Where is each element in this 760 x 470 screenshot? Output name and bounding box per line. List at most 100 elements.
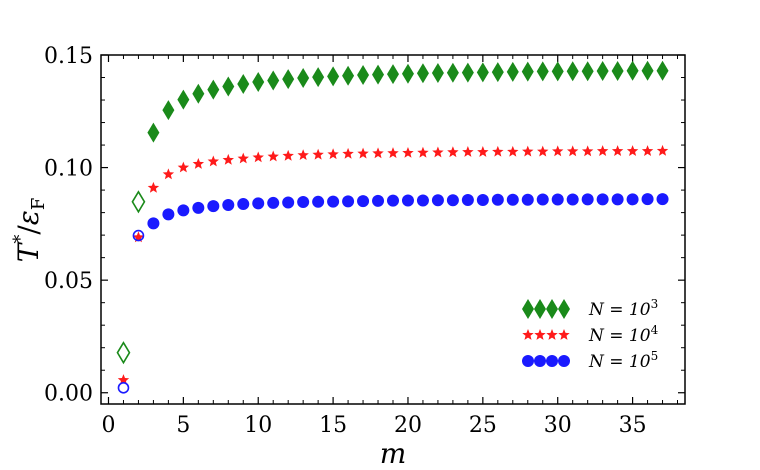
circle-point (401, 194, 414, 207)
legend-marker-star (534, 329, 546, 340)
circle-point-open (117, 381, 130, 394)
star-point (282, 149, 294, 161)
circle-point (267, 196, 280, 209)
diamond-point-open (131, 190, 146, 214)
x-tick-label: 35 (619, 413, 647, 438)
star-point (132, 231, 145, 243)
diamond-point (297, 67, 310, 88)
star-point (581, 145, 594, 157)
star-point (267, 150, 279, 162)
legend-marker-diamond (534, 299, 546, 319)
legend-label: N = 104 (588, 323, 659, 346)
circle-point (147, 217, 160, 230)
star-point (492, 145, 504, 157)
diamond-point (641, 60, 654, 81)
circle-point (207, 200, 220, 213)
circle-point (581, 193, 594, 206)
diamond-point (192, 83, 205, 104)
x-tick-label: 5 (176, 413, 190, 438)
diamond-point (252, 72, 265, 93)
x-tick-label: 10 (244, 413, 272, 438)
x-tick-label: 15 (319, 413, 347, 438)
diamond-point (461, 62, 474, 83)
circle-point (252, 197, 265, 210)
star-point (626, 145, 639, 156)
circle-point (372, 194, 385, 207)
x-tick-label: 30 (544, 413, 572, 438)
diamond-point (342, 65, 355, 86)
diamond-point (237, 74, 250, 95)
y-tick-label: 0.15 (44, 44, 93, 69)
star-point (641, 145, 654, 156)
diamond-point (177, 89, 190, 110)
diamond-point (551, 61, 564, 82)
star-point (611, 145, 624, 156)
diamond-point (566, 61, 579, 82)
circle-point (656, 193, 669, 206)
diamond-point (327, 66, 340, 87)
circle-point (536, 193, 549, 206)
star-point (162, 168, 175, 180)
y-axis-label: T*/εF (10, 198, 49, 263)
y-tick-label: 0.10 (44, 157, 93, 182)
star-point (522, 145, 534, 157)
diamond-point (596, 60, 609, 81)
star-point (552, 145, 564, 157)
legend-marker-star (546, 329, 558, 340)
circle-point (177, 204, 190, 217)
diamond-point (267, 70, 280, 91)
diamond-point (431, 63, 444, 84)
star-point (462, 146, 474, 157)
circle-point (491, 193, 504, 206)
legend-marker-star (522, 329, 534, 340)
circle-point (162, 208, 175, 221)
star-point (417, 146, 429, 158)
star-point (327, 148, 339, 160)
star-point (207, 155, 220, 167)
diamond-point (611, 60, 624, 81)
star-point (656, 144, 669, 156)
diamond-point (626, 60, 639, 81)
x-tick-label: 25 (469, 413, 497, 438)
legend-marker-diamond (546, 299, 558, 319)
diamond-point (521, 61, 534, 82)
circle-point (611, 193, 624, 206)
legend-marker-circle (522, 355, 534, 367)
star-point (237, 152, 249, 164)
star-point (177, 161, 190, 173)
diamond-point (222, 76, 235, 97)
x-tick-label: 20 (394, 413, 422, 438)
diamond-point (401, 63, 414, 84)
legend-marker-diamond (558, 299, 570, 319)
star-point (537, 145, 549, 157)
circle-point (566, 193, 579, 206)
diamond-point-open (116, 341, 131, 365)
circle-point (476, 194, 489, 207)
circle-point (461, 194, 474, 207)
circle-point (431, 194, 444, 207)
circle-point (237, 198, 250, 211)
star-point (596, 145, 609, 156)
star-point (432, 146, 444, 158)
legend: N = 103 N = 104 N = 105 (522, 297, 659, 372)
star-point (297, 149, 309, 161)
star-point (222, 153, 234, 165)
circle-point (551, 193, 564, 206)
diamond-point (357, 65, 370, 86)
data-marks (116, 60, 669, 394)
diamond-point (162, 100, 175, 121)
diamond-point (581, 61, 594, 82)
axis-ticks: 0 5 10 15 20 25 30 35 0.00 0.05 0.10 0.15 (44, 44, 685, 438)
circle-point (297, 196, 310, 209)
circle-point (387, 194, 399, 207)
legend-marker-diamond (522, 299, 534, 319)
diamond-point (476, 62, 489, 83)
y-tick-label: 0.05 (44, 269, 93, 294)
legend-label: N = 105 (588, 349, 658, 372)
circle-point (192, 201, 205, 214)
legend-marker-circle (534, 355, 546, 367)
diamond-point (536, 61, 549, 82)
star-point (477, 146, 489, 157)
circle-point (312, 195, 325, 208)
